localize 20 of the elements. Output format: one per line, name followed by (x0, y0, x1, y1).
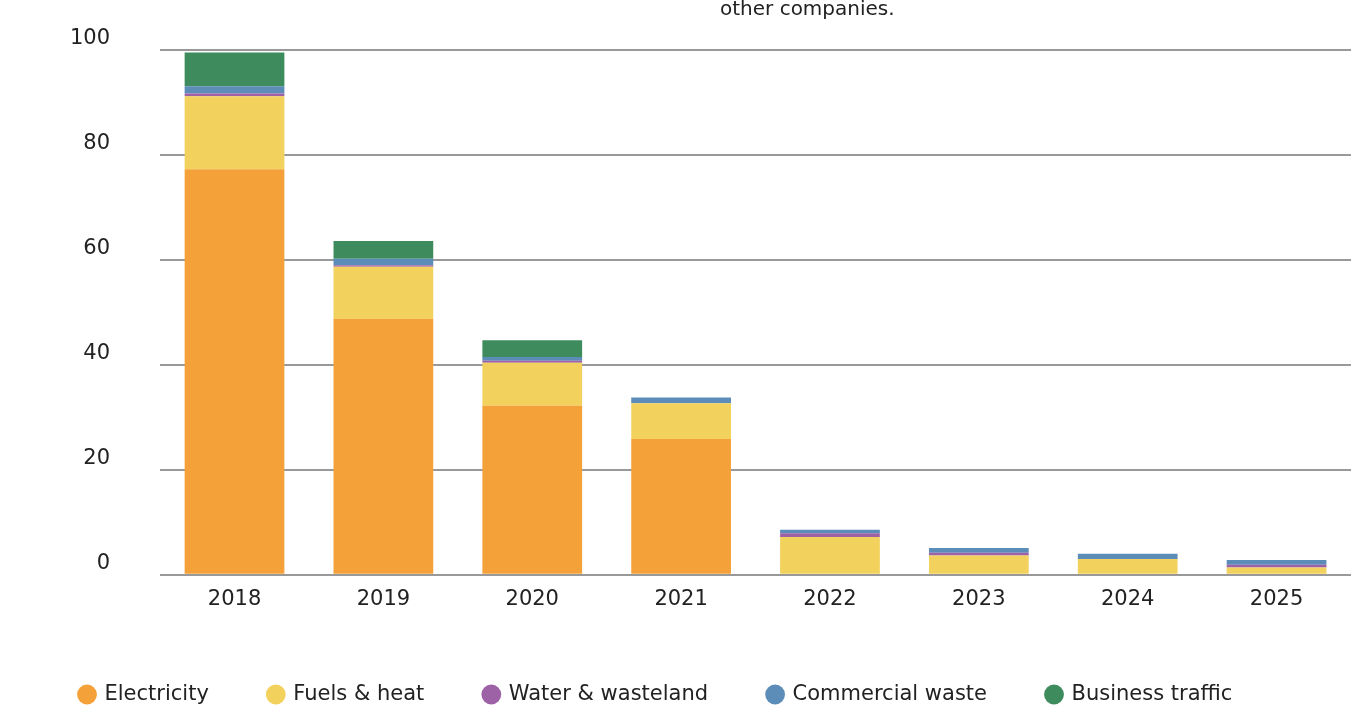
x-tick-label: 2023 (952, 585, 1006, 610)
legend-label: Water & wasteland (508, 680, 709, 705)
y-tick-label: 40 (83, 339, 111, 364)
y-tick-label: 80 (83, 129, 111, 154)
legend-label: Electricity (104, 680, 209, 705)
y-tick-label: 20 (83, 444, 111, 469)
x-tick-label: 2020 (505, 585, 559, 610)
x-tick-label: 2019 (356, 585, 411, 610)
y-tick-label: 100 (69, 24, 111, 49)
x-tick-label: 2022 (803, 585, 857, 610)
x-tick-label: 2021 (654, 585, 708, 610)
x-tick-label: 2018 (207, 585, 262, 610)
y-tick-label: 0 (96, 549, 111, 574)
legend-label: Fuels & heat (293, 680, 425, 705)
legend-label: Business traffic (1071, 680, 1233, 705)
legend-label: Commercial waste (792, 680, 988, 705)
x-tick-label: 2024 (1100, 585, 1155, 610)
x-tick-label: 2025 (1249, 585, 1304, 610)
text: other companies. (720, 0, 895, 21)
y-tick-label: 60 (83, 234, 111, 259)
